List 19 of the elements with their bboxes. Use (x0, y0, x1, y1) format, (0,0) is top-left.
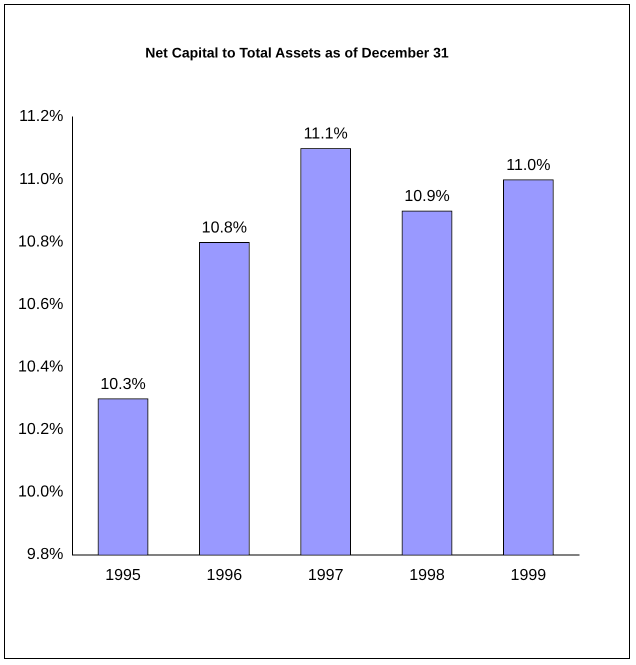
chart-title: Net Capital to Total Assets as of December 31 (145, 44, 449, 60)
y-tick-label: 10.6% (18, 296, 64, 313)
y-tick-label: 10.2% (18, 421, 64, 438)
data-label: 11.0% (506, 156, 550, 174)
data-label: 10.3% (100, 376, 146, 393)
y-tick-label: 10.8% (18, 233, 64, 250)
x-tick-label: 1995 (105, 566, 141, 584)
y-tick-label: 11.2% (19, 108, 64, 126)
x-tick-label: 1998 (409, 566, 445, 584)
x-tick-label: 1997 (308, 566, 344, 584)
x-tick-label: 1999 (510, 566, 546, 584)
data-label: 10.9% (404, 188, 450, 206)
y-tick-label: 10.0% (18, 484, 64, 501)
data-label: 10.8% (202, 219, 248, 236)
y-tick-label: 9.8% (26, 546, 64, 564)
x-tick-label: 1996 (206, 566, 242, 584)
y-tick-label: 11.0% (19, 170, 64, 188)
y-tick-label: 10.4% (18, 358, 64, 376)
data-label: 11.1% (304, 125, 348, 142)
